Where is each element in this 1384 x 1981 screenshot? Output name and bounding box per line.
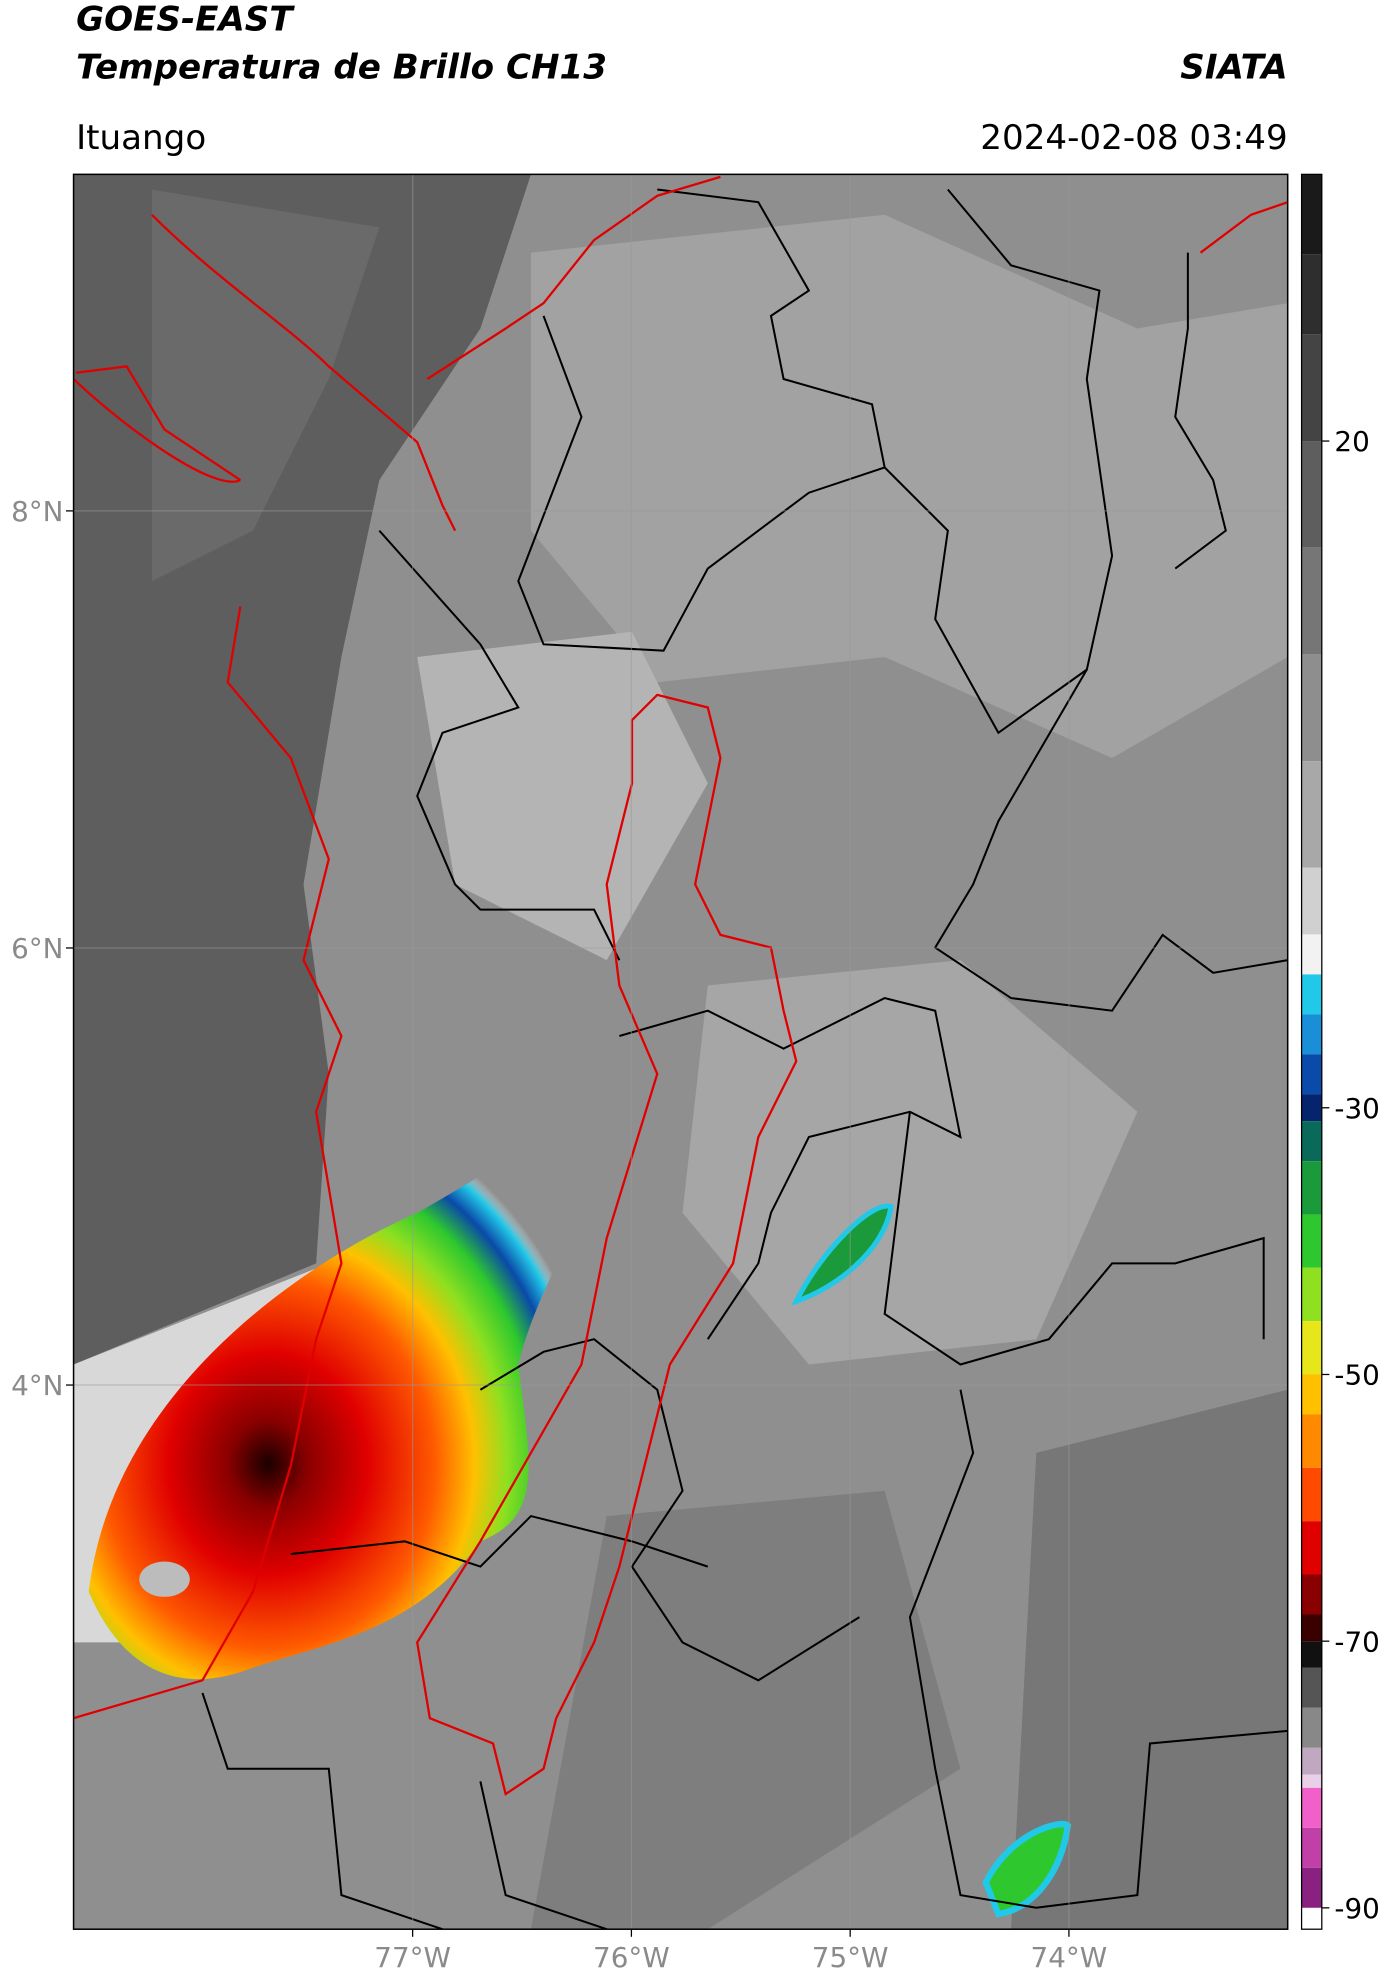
x-tick-label: 76°W (593, 1941, 670, 1974)
colorbar-band (1301, 1641, 1322, 1668)
colorbar-band (1301, 974, 1322, 1015)
colorbar-frame (1300, 173, 1323, 1930)
satellite: GOES-EAST (76, 0, 295, 39)
colorbar: 20 -30 -50 -70 -90 (1301, 174, 1380, 1930)
colorbar-band (1301, 174, 1322, 255)
x-tick-label: 75°W (812, 1941, 889, 1974)
colorbar-band (1301, 1014, 1322, 1055)
colorbar-band (1301, 1707, 1322, 1748)
grid: 77°W 76°W 75°W 74°W 8°N 6°N 4°N (11, 174, 1288, 1974)
colorbar-band (1301, 1574, 1322, 1615)
colorbar-band (1301, 1867, 1322, 1908)
colorbar-band (1301, 761, 1322, 868)
colorbar-band (1301, 1467, 1322, 1522)
colorbar-band (1301, 1161, 1322, 1215)
colorbar-band (1301, 1214, 1322, 1268)
colorbar-band (1301, 1907, 1322, 1930)
colorbar-tick-label: -30 (1334, 1092, 1379, 1125)
colorbar-band (1301, 441, 1322, 548)
product: Temperatura de Brillo CH13 (76, 47, 607, 87)
colorbar-band (1301, 1521, 1322, 1575)
colorbar-band (1301, 1774, 1322, 1788)
agency: SIATA (1180, 47, 1287, 87)
y-tick-label: 6°N (11, 932, 63, 965)
colorbar-band (1301, 254, 1322, 335)
colorbar-band (1301, 1054, 1322, 1095)
map-image (73, 174, 1288, 1930)
colorbar-band (1301, 1267, 1322, 1322)
colorbar-band (1301, 1667, 1322, 1708)
x-tick-label: 77°W (374, 1941, 451, 1974)
colorbar-band (1301, 1321, 1322, 1375)
colorbar-tick-label: -90 (1334, 1892, 1379, 1925)
colorbar-band (1301, 1414, 1322, 1468)
y-tick-label: 8°N (11, 495, 63, 528)
colorbar-tick-label: -70 (1334, 1625, 1379, 1658)
colorbar-band (1301, 1094, 1322, 1122)
colorbar-band (1301, 867, 1322, 935)
colorbar-band (1301, 547, 1322, 655)
colorbar-band (1301, 334, 1322, 442)
x-tick-label: 74°W (1031, 1941, 1108, 1974)
datetime: 2024-02-08 03:49 (980, 118, 1287, 158)
colorbar-tick-label: -50 (1334, 1359, 1379, 1392)
region: Ituango (76, 118, 206, 158)
map-frame (72, 173, 1289, 1930)
colorbar-band (1301, 1827, 1322, 1868)
colorbar-band (1301, 654, 1322, 762)
colorbar-band (1301, 1374, 1322, 1415)
colorbar-band (1301, 934, 1322, 975)
y-tick-label: 4°N (11, 1369, 63, 1402)
colorbar-band (1301, 1747, 1322, 1775)
colorbar-band (1301, 1614, 1322, 1642)
colorbar-band (1301, 1121, 1322, 1162)
colorbar-band (1301, 1787, 1322, 1828)
colorbar-tick-label: 20 (1334, 425, 1369, 458)
